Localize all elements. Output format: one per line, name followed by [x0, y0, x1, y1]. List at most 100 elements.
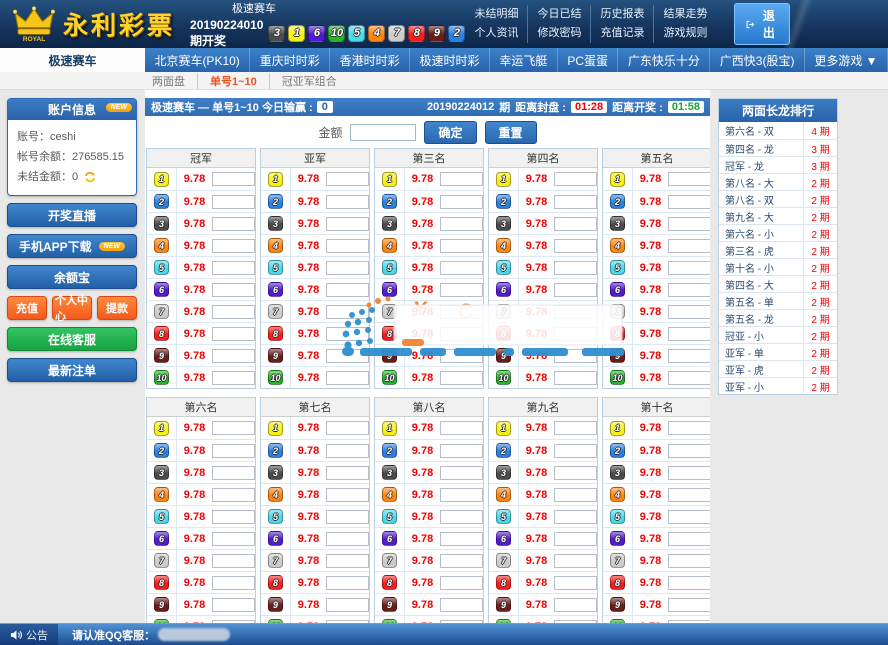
tab-9[interactable]: 更多游戏 ▼ — [805, 48, 888, 72]
bet-amount-input[interactable] — [212, 443, 255, 458]
bet-amount-input[interactable] — [554, 597, 597, 612]
menu-link-1-3[interactable]: 结果走势 — [653, 5, 716, 24]
confirm-button[interactable]: 确定 — [424, 120, 477, 144]
online-service-button[interactable]: 在线客服 — [7, 327, 137, 351]
bet-amount-input[interactable] — [668, 531, 710, 546]
bet-amount-input[interactable] — [554, 282, 597, 297]
bet-amount-input[interactable] — [440, 487, 483, 502]
bet-amount-input[interactable] — [668, 348, 710, 363]
tab-5[interactable]: 幸运飞艇 — [490, 48, 558, 72]
bet-amount-input[interactable] — [440, 553, 483, 568]
bet-amount-input[interactable] — [212, 304, 255, 319]
bet-amount-input[interactable] — [554, 260, 597, 275]
bet-amount-input[interactable] — [212, 575, 255, 590]
bet-amount-input[interactable] — [326, 465, 369, 480]
bet-amount-input[interactable] — [668, 282, 710, 297]
yuebao-button[interactable]: 余额宝 — [7, 265, 137, 289]
bet-amount-input[interactable] — [326, 326, 369, 341]
bet-amount-input[interactable] — [440, 282, 483, 297]
bet-amount-input[interactable] — [326, 487, 369, 502]
menu-link-2-1[interactable]: 修改密码 — [527, 24, 590, 43]
bet-amount-input[interactable] — [668, 465, 710, 480]
menu-link-2-0[interactable]: 个人资讯 — [474, 27, 519, 39]
app-download-button[interactable]: 手机APP下载 NEW — [7, 234, 137, 258]
bet-amount-input[interactable] — [212, 370, 255, 385]
tab-0[interactable]: 极速赛车 — [0, 48, 145, 72]
bet-amount-input[interactable] — [326, 238, 369, 253]
bet-amount-input[interactable] — [554, 421, 597, 435]
bet-amount-input[interactable] — [554, 370, 597, 385]
bet-amount-input[interactable] — [554, 348, 597, 363]
bet-amount-input[interactable] — [554, 172, 597, 186]
bet-amount-input[interactable] — [668, 194, 710, 209]
latest-orders-button[interactable]: 最新注单 — [7, 358, 137, 382]
bet-amount-input[interactable] — [212, 553, 255, 568]
bet-amount-input[interactable] — [668, 260, 710, 275]
bet-amount-input[interactable] — [326, 304, 369, 319]
bet-amount-input[interactable] — [212, 509, 255, 524]
bet-amount-input[interactable] — [440, 597, 483, 612]
reset-button[interactable]: 重置 — [484, 120, 537, 144]
menu-link-1-1[interactable]: 今日已结 — [527, 5, 590, 24]
bet-amount-input[interactable] — [668, 509, 710, 524]
amount-input[interactable] — [350, 123, 417, 141]
withdraw-button[interactable]: 提款 — [97, 296, 137, 320]
bet-amount-input[interactable] — [212, 260, 255, 275]
bet-amount-input[interactable] — [212, 487, 255, 502]
bet-amount-input[interactable] — [554, 216, 597, 231]
bet-amount-input[interactable] — [554, 465, 597, 480]
bet-amount-input[interactable] — [326, 282, 369, 297]
bet-amount-input[interactable] — [212, 238, 255, 253]
bet-amount-input[interactable] — [212, 465, 255, 480]
bet-amount-input[interactable] — [440, 531, 483, 546]
logout-button[interactable]: 退出 — [734, 3, 790, 45]
bet-amount-input[interactable] — [668, 443, 710, 458]
tab-4[interactable]: 极速时时彩 — [410, 48, 490, 72]
subnav-item-2[interactable]: 冠亚军组合 — [268, 72, 349, 89]
bet-amount-input[interactable] — [440, 238, 483, 253]
bet-amount-input[interactable] — [554, 194, 597, 209]
bet-amount-input[interactable] — [668, 487, 710, 502]
bet-amount-input[interactable] — [212, 216, 255, 231]
bet-amount-input[interactable] — [440, 260, 483, 275]
subnav-item-0[interactable]: 两面盘 — [152, 75, 185, 88]
live-draw-button[interactable]: 开奖直播 — [7, 203, 137, 227]
personal-center-button[interactable]: 个人中心 — [52, 295, 92, 323]
bet-amount-input[interactable] — [554, 575, 597, 590]
bet-amount-input[interactable] — [440, 326, 483, 341]
bet-amount-input[interactable] — [326, 216, 369, 231]
bet-amount-input[interactable] — [440, 172, 483, 186]
bet-amount-input[interactable] — [326, 509, 369, 524]
bet-amount-input[interactable] — [554, 443, 597, 458]
bet-amount-input[interactable] — [326, 172, 369, 186]
bet-amount-input[interactable] — [326, 597, 369, 612]
bet-amount-input[interactable] — [440, 421, 483, 435]
tab-8[interactable]: 广西快3(股宝) — [710, 48, 805, 72]
bet-amount-input[interactable] — [668, 304, 710, 319]
bet-amount-input[interactable] — [668, 326, 710, 341]
bet-amount-input[interactable] — [554, 238, 597, 253]
bet-amount-input[interactable] — [212, 172, 255, 186]
tab-6[interactable]: PC蛋蛋 — [558, 48, 619, 72]
menu-link-2-3[interactable]: 游戏规则 — [653, 24, 716, 43]
menu-link-1-0[interactable]: 未结明细 — [474, 8, 519, 20]
subnav-item-1[interactable]: 单号1~10 — [197, 72, 269, 89]
bet-amount-input[interactable] — [212, 326, 255, 341]
refresh-icon[interactable] — [83, 171, 97, 183]
bet-amount-input[interactable] — [212, 421, 255, 435]
bet-amount-input[interactable] — [212, 194, 255, 209]
tab-3[interactable]: 香港时时彩 — [330, 48, 411, 72]
bet-amount-input[interactable] — [668, 553, 710, 568]
bet-amount-input[interactable] — [554, 304, 597, 319]
bet-amount-input[interactable] — [212, 597, 255, 612]
tab-2[interactable]: 重庆时时彩 — [250, 48, 331, 72]
bet-amount-input[interactable] — [440, 465, 483, 480]
bet-amount-input[interactable] — [440, 370, 483, 385]
bet-amount-input[interactable] — [326, 421, 369, 435]
logo[interactable]: ROYAL 永利彩票 — [0, 6, 190, 42]
tab-7[interactable]: 广东快乐十分 — [618, 48, 711, 72]
bet-amount-input[interactable] — [326, 575, 369, 590]
bet-amount-input[interactable] — [554, 487, 597, 502]
bet-amount-input[interactable] — [326, 348, 369, 363]
bet-amount-input[interactable] — [668, 216, 710, 231]
